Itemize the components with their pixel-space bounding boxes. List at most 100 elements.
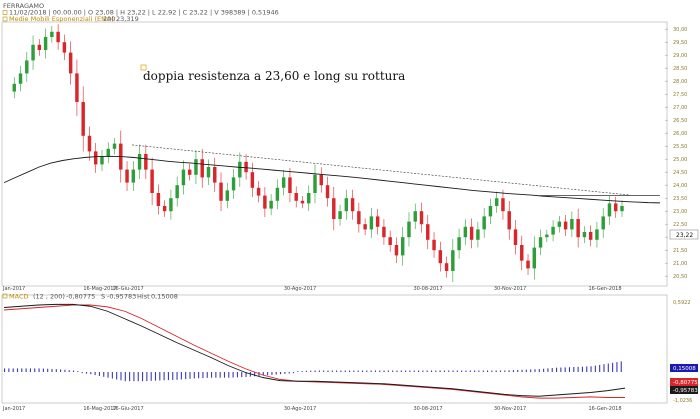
macd-histogram-bar	[590, 366, 592, 372]
x-tick-label: 30-Nov-2017	[494, 286, 526, 292]
macd-histogram-bar	[487, 370, 489, 372]
candle-body	[281, 177, 286, 188]
candle-body	[444, 263, 449, 271]
macd-histogram-bar	[499, 370, 502, 372]
macd-histogram-bar	[443, 370, 445, 372]
candle-body	[576, 219, 580, 238]
price-tick-label: 25,50	[673, 144, 687, 150]
macd-histogram-bar	[111, 372, 113, 379]
macd-histogram-bar	[568, 367, 571, 372]
macd-histogram-bar	[211, 372, 213, 378]
macd-histogram-bar	[340, 370, 342, 372]
macd-panel	[1, 294, 668, 404]
macd-histogram-bar	[543, 368, 545, 372]
candle-body	[18, 73, 23, 84]
macd-hist-value: 0,15008	[151, 293, 178, 301]
candle-body	[501, 198, 505, 212]
macd-histogram-bar	[193, 372, 195, 379]
macd-histogram-bar	[215, 372, 217, 378]
candle-body	[344, 198, 349, 212]
price-tick-label: 30,00	[673, 27, 687, 33]
candle-body	[56, 31, 60, 43]
signal-badge-text: -0,95783	[673, 388, 698, 394]
trendline-dashed	[131, 144, 631, 196]
price-tick-label: 26,00	[673, 131, 687, 137]
candle-body	[595, 229, 599, 240]
price-tick-label: 22,50	[673, 222, 687, 228]
price-tick-label: 20,50	[673, 274, 687, 280]
candle-body	[413, 211, 417, 222]
macd-histogram-bar	[64, 369, 66, 372]
macd-histogram-bar	[586, 366, 588, 372]
macd-histogram-bar	[29, 368, 31, 372]
macd-histogram-bar	[599, 364, 601, 372]
macd-histogram-bar	[439, 370, 441, 372]
macd-histogram-bar	[81, 372, 83, 374]
macd-axis: 0,5922 -1,0236	[673, 300, 692, 404]
candle-body	[520, 245, 524, 261]
macd-histogram-bar	[331, 370, 333, 372]
candle-body	[100, 156, 104, 165]
candle-body	[476, 229, 480, 240]
candle-body	[200, 159, 204, 178]
candle-body	[319, 174, 323, 186]
candle-body	[382, 226, 386, 238]
macd-histogram-bar	[594, 365, 596, 372]
macd-histogram-bar	[241, 372, 243, 378]
price-tick-label: 27,50	[673, 92, 687, 98]
macd-histogram-bar	[159, 372, 161, 381]
candle-body	[357, 211, 361, 225]
candle-body	[614, 203, 618, 212]
x-tick-label: Jan-2017	[2, 286, 25, 292]
candle-body	[313, 174, 317, 193]
x-tick-label: 30-Ago-2017	[284, 286, 316, 292]
macd-histogram-bar	[551, 368, 553, 372]
macd-histogram-bar	[124, 372, 126, 382]
macd-histogram-bar	[560, 367, 562, 372]
candle-body	[300, 200, 305, 204]
last-price-badge	[669, 229, 699, 240]
macd-histogram-bar	[336, 370, 338, 372]
price-tick-label: 24,00	[673, 183, 687, 189]
macd-histogram-bar	[94, 372, 96, 376]
ema-period: 200	[103, 15, 115, 23]
macd-histogram-bar	[430, 370, 433, 372]
candle-body	[494, 198, 499, 206]
macd-histogram-bar	[461, 370, 463, 372]
macd-histogram-bar	[146, 372, 148, 382]
macd-histogram-bar	[254, 372, 256, 377]
candle-body	[150, 169, 154, 193]
macd-histogram-bar	[517, 369, 519, 372]
resistance-line-group	[131, 144, 660, 196]
macd-histogram-bar	[271, 372, 273, 375]
macd-histogram-bar	[525, 369, 527, 372]
macd-histogram-bar	[284, 372, 286, 374]
candle-body	[75, 73, 79, 102]
candle-body	[532, 247, 537, 269]
candle-body	[288, 177, 292, 193]
candle-body	[363, 224, 367, 230]
candle-body	[263, 195, 267, 209]
candle-body	[256, 187, 261, 196]
annotation-text: doppia resistenza a 23,60 e long su rott…	[143, 69, 405, 83]
candle-body	[181, 169, 186, 186]
x-tick-label: 30-08-2017	[413, 286, 442, 292]
macd-line	[3, 303, 626, 397]
macd-histogram-bar	[51, 368, 53, 372]
price-tick-label: 21,00	[673, 261, 687, 267]
macd-histogram-bar	[620, 361, 622, 372]
price-tick-label: 23,50	[673, 196, 687, 202]
ema-value: 23,319	[116, 15, 139, 23]
candle-body	[213, 167, 217, 183]
macd-histogram-bar	[38, 368, 40, 372]
macd-histogram-bar	[547, 368, 549, 372]
candle-body	[238, 161, 242, 178]
ohlc-readout: 11/02/2018 | 00.00.00 | O 23,08 | H 23,2…	[9, 9, 279, 17]
macd-marker-icon	[2, 293, 8, 299]
macd-histogram-bar	[292, 372, 295, 374]
candle-body	[87, 135, 92, 152]
macd-signal-value: -0,95783	[107, 293, 136, 301]
macd-x-tick-label: 30-08-2017	[413, 406, 442, 412]
